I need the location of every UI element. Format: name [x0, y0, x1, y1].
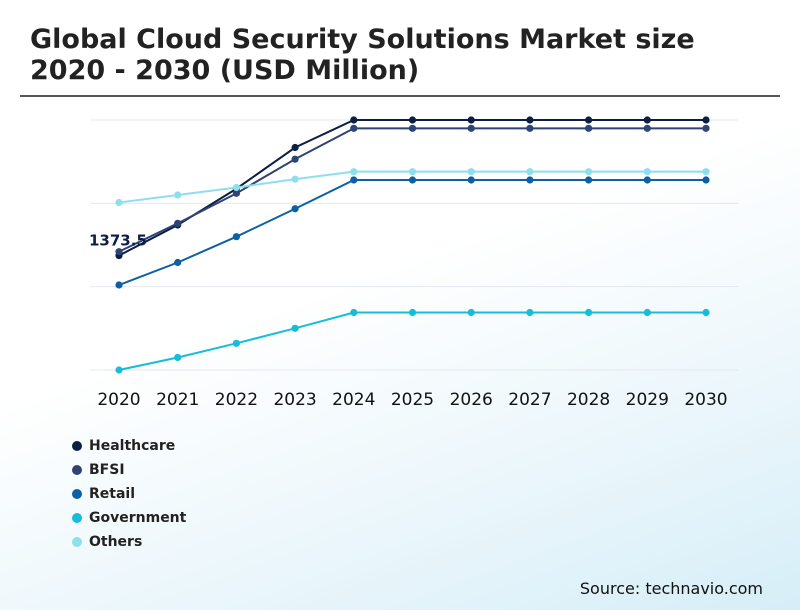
series-line-government [118, 311, 706, 371]
data-point-retail [232, 233, 240, 241]
data-point-others [526, 168, 534, 176]
chart-title: Global Cloud Security Solutions Market s… [30, 24, 695, 86]
data-point-others [643, 168, 651, 176]
data-point-others [585, 168, 593, 176]
legend-marker [72, 537, 82, 547]
data-point-retail [702, 176, 710, 184]
legend-marker [72, 441, 82, 451]
data-point-healthcare [643, 116, 651, 124]
x-tick-label: 2030 [684, 390, 727, 410]
data-point-retail [585, 176, 593, 184]
x-tick-label: 2024 [332, 390, 375, 410]
legend-marker [72, 465, 82, 475]
data-point-healthcare [702, 116, 710, 124]
data-point-retail [350, 176, 358, 184]
legend-item: Retail [72, 482, 186, 506]
title-divider [20, 95, 780, 97]
data-point-government [585, 308, 593, 317]
x-tick-label: 2021 [156, 390, 199, 410]
data-point-healthcare [350, 116, 358, 124]
data-point-retail [115, 281, 123, 289]
data-point-retail [291, 205, 299, 213]
legend-label: BFSI [89, 462, 125, 478]
data-point-others [350, 168, 358, 176]
x-tick-label: 2023 [273, 390, 316, 410]
data-point-government [232, 339, 240, 347]
data-point-bfsi [585, 124, 593, 132]
data-point-government [408, 308, 417, 317]
data-label: 1373.5 [89, 232, 147, 250]
data-point-healthcare [408, 116, 417, 124]
data-point-government [643, 308, 651, 317]
x-tick-label: 2029 [626, 390, 669, 410]
x-tick-label: 2028 [567, 390, 610, 410]
legend-label: Healthcare [89, 438, 176, 454]
data-point-retail [174, 258, 182, 267]
x-tick-label: 2027 [508, 390, 551, 410]
legend-item: Others [72, 530, 186, 554]
data-point-retail [643, 176, 651, 184]
legend-item: Healthcare [72, 434, 186, 458]
data-point-others [467, 168, 475, 176]
legend-label: Retail [89, 486, 136, 502]
x-tick-label: 2022 [215, 390, 258, 410]
data-point-bfsi [291, 155, 299, 163]
data-point-bfsi [702, 124, 710, 132]
legend-label: Government [89, 510, 187, 526]
data-point-government [291, 324, 299, 332]
legend-marker [72, 513, 82, 523]
legend-label: Others [89, 534, 143, 550]
legend-item: Government [72, 506, 186, 530]
data-point-government [467, 308, 475, 317]
data-point-bfsi [115, 248, 123, 256]
x-tick-label: 2025 [391, 390, 434, 410]
data-point-government [702, 308, 710, 317]
data-point-government [350, 308, 358, 317]
data-point-others [232, 183, 240, 192]
data-point-others [115, 198, 123, 207]
legend-marker [72, 489, 82, 499]
data-point-government [526, 308, 534, 317]
legend-item: BFSI [72, 458, 186, 482]
data-point-bfsi [174, 219, 182, 227]
data-point-others [408, 168, 417, 176]
series-line-healthcare [118, 119, 706, 257]
data-point-others [702, 168, 710, 176]
data-point-retail [467, 176, 475, 184]
data-point-bfsi [408, 124, 417, 132]
data-point-healthcare [467, 116, 475, 124]
data-point-bfsi [232, 189, 240, 197]
data-point-others [291, 175, 299, 183]
data-point-healthcare [585, 116, 593, 124]
data-point-government [174, 353, 182, 362]
series-line-others [118, 170, 706, 204]
data-point-bfsi [526, 124, 534, 132]
x-tick-label: 2020 [97, 390, 140, 410]
source-credit: Source: technavio.com [579, 579, 763, 598]
line-chart: 2020 2021 2022 2023 2024 2025 2026 2027 2028 2029… [89, 116, 738, 410]
data-point-retail [408, 176, 417, 184]
series-line-retail [118, 179, 706, 286]
legend: Healthcare BFSI Retail Government Others [72, 434, 186, 554]
x-tick-label: 2026 [450, 390, 493, 410]
data-point-healthcare [526, 116, 534, 124]
data-point-bfsi [643, 124, 651, 132]
data-point-others [174, 191, 182, 199]
data-point-bfsi [467, 124, 475, 132]
data-point-bfsi [350, 124, 358, 132]
data-point-retail [526, 176, 534, 184]
series-line-bfsi [118, 127, 706, 253]
data-point-healthcare [291, 143, 299, 152]
data-point-government [115, 366, 123, 374]
